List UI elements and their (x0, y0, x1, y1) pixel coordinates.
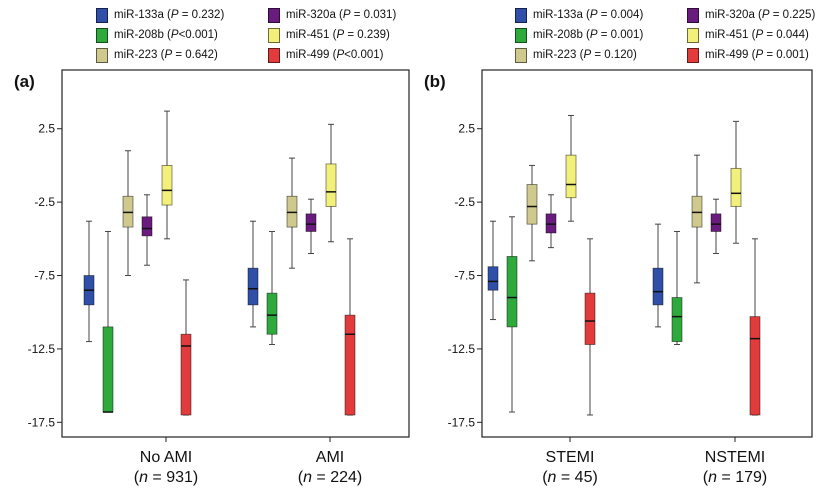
box-mir-320a (710, 198, 722, 254)
legend-label: miR-223 (P = 0.642) (114, 49, 218, 61)
box-body (102, 326, 114, 413)
legend-panel-a: miR-133a (P = 0.232) miR-320a (P = 0.031)… (96, 8, 416, 68)
legend-label: miR-499 (P = 0.001) (705, 49, 809, 61)
y-tick-label: -12.5 (448, 342, 476, 356)
box-body (180, 333, 192, 416)
box-body (344, 314, 356, 416)
box-mir-223 (691, 154, 703, 284)
legend-label: miR-451 (P = 0.044) (705, 29, 809, 41)
legend-swatch (687, 8, 699, 23)
legend-swatch (96, 8, 108, 23)
plot-frame (481, 69, 813, 438)
box-body (584, 292, 596, 345)
x-group-n-label: (n = 931) (134, 469, 199, 486)
legend-swatch (96, 28, 108, 43)
box-mir-133a (83, 220, 95, 343)
legend-label: miR-320a (P = 0.225) (705, 9, 816, 21)
box-body (671, 297, 683, 342)
panel-label-b: (b) (424, 72, 446, 91)
legend-swatch (515, 8, 527, 23)
box-mir-320a (545, 194, 557, 249)
box-body (161, 165, 173, 206)
legend-label: miR-320a (P = 0.031) (286, 9, 397, 21)
legend-swatch (687, 48, 699, 63)
box-body (266, 292, 278, 335)
legend-label: miR-208b (P = 0.001) (533, 29, 644, 41)
legend-swatch (515, 28, 527, 43)
y-tick-label: -17.5 (28, 415, 56, 429)
box-body (565, 154, 577, 199)
box-mir-223 (122, 150, 134, 277)
box-mir-133a (247, 220, 259, 328)
x-group-n-label: (n = 179) (703, 469, 768, 486)
y-tick-label: -7.5 (34, 269, 55, 283)
box-body (487, 266, 499, 291)
x-group-label: No AMI (140, 449, 192, 466)
legend-swatch (515, 48, 527, 63)
box-mir-208b (506, 216, 518, 413)
y-tick-label: -7.5 (454, 269, 475, 283)
legend-swatch (268, 28, 280, 43)
x-group-label: STEMI (546, 449, 595, 466)
box-body (247, 267, 259, 306)
box-mir-133a (487, 220, 499, 321)
plot-frame (61, 69, 410, 438)
box-body (506, 256, 518, 328)
y-tick-label: 2.5 (458, 122, 475, 136)
box-mir-451 (325, 123, 337, 243)
box-body (526, 184, 538, 225)
box-mir-499 (749, 238, 761, 416)
y-tick-label: -17.5 (448, 415, 476, 429)
plot-panel-a: 2.5 -2.5 -7.5 -12.5 -17.5 No AMI (n = 931) AMI (… (28, 69, 410, 486)
box-body (141, 216, 153, 237)
plot-panel-b: 2.5 -2.5 -7.5 -12.5 -17.5 STEMI (n = 45) NSTEMI… (448, 69, 813, 486)
box-mir-499 (180, 279, 192, 416)
legend-swatch (268, 8, 280, 23)
y-tick-label: -2.5 (454, 195, 475, 209)
legend-label: miR-208b (P<0.001) (114, 29, 218, 41)
legend-swatch (96, 48, 108, 63)
box-mir-499 (344, 238, 356, 416)
x-group-n-label: (n = 224) (298, 469, 363, 486)
box-mir-223 (526, 164, 538, 262)
box-mir-451 (730, 120, 742, 244)
box-mir-499 (584, 238, 596, 416)
legend-label: miR-133a (P = 0.004) (533, 9, 644, 21)
legend-label: miR-133a (P = 0.232) (114, 9, 225, 21)
legend-label: miR-223 (P = 0.120) (533, 49, 637, 61)
x-group-label: AMI (316, 449, 344, 466)
box-body (652, 267, 664, 306)
box-mir-320a (141, 194, 153, 266)
box-mir-451 (161, 110, 173, 240)
x-group-label: NSTEMI (705, 449, 765, 466)
legend-panel-b: miR-133a (P = 0.004) miR-320a (P = 0.225)… (515, 8, 815, 68)
box-mir-320a (305, 198, 317, 254)
box-body (749, 316, 761, 416)
box-body (305, 213, 317, 232)
box-mir-208b (102, 230, 114, 413)
box-body (325, 163, 337, 207)
box-mir-208b (671, 230, 683, 346)
y-tick-label: -12.5 (28, 342, 56, 356)
legend-swatch (687, 28, 699, 43)
legend-label: miR-451 (P = 0.239) (286, 29, 390, 41)
x-group-n-label: (n = 45) (542, 469, 598, 486)
box-body (730, 167, 742, 207)
box-mir-451 (565, 115, 577, 222)
y-tick-label: 2.5 (38, 122, 55, 136)
y-tick-label: -2.5 (34, 195, 55, 209)
panel-label-a: (a) (14, 72, 35, 91)
box-mir-208b (266, 230, 278, 346)
legend-label: miR-499 (P<0.001) (286, 49, 384, 61)
legend-swatch (268, 48, 280, 63)
box-mir-223 (286, 157, 298, 269)
box-mir-133a (652, 223, 664, 328)
box-body (710, 213, 722, 232)
